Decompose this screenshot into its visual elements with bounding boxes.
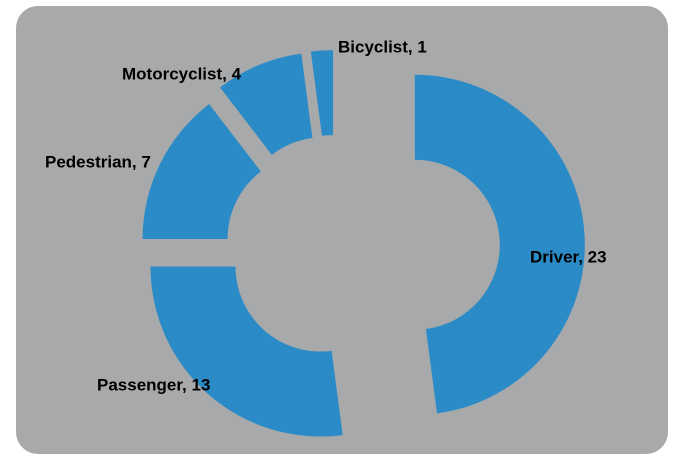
donut-segment (414, 74, 585, 414)
donut-segment (150, 266, 343, 437)
donut-segment (310, 50, 334, 136)
data-label: Motorcyclist, 4 (122, 64, 242, 83)
data-label: Passenger, 13 (97, 375, 210, 394)
data-label: Driver, 23 (530, 247, 607, 266)
donut-segment (142, 104, 261, 239)
data-label: Bicyclist, 1 (338, 37, 427, 56)
data-label: Pedestrian, 7 (45, 152, 151, 171)
donut-segment (220, 53, 313, 155)
